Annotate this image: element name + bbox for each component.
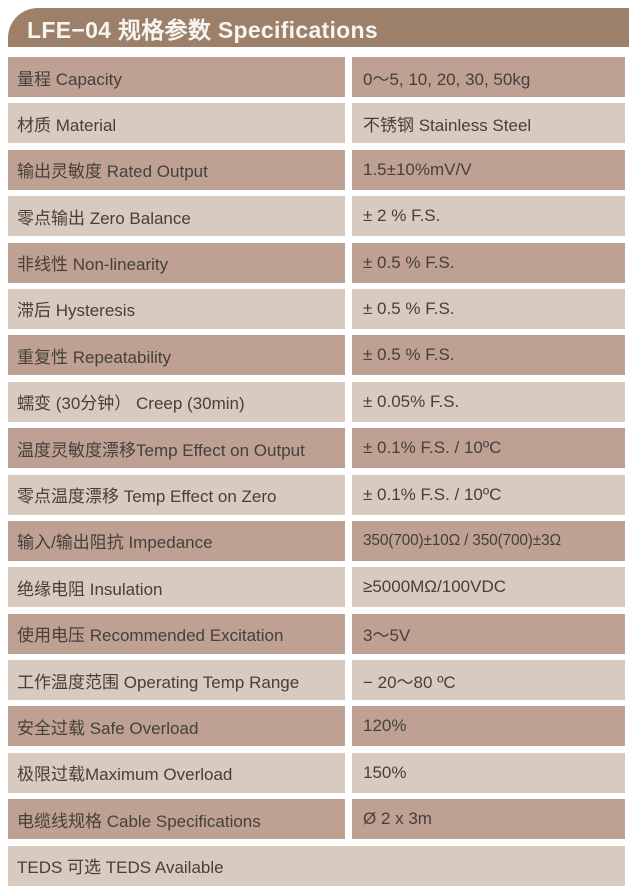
table-row-operating-temp: 工作温度范围 Operating Temp Range − 20～80 ºC (8, 660, 625, 701)
spec-header-bar: LFE−04 规格参数 Specifications (8, 8, 629, 47)
table-row-safe-overload: 安全过载 Safe Overload 120% (8, 706, 625, 747)
table-row-creep: 蠕变 (30分钟） Creep (30min) ± 0.05% F.S. (8, 381, 625, 422)
spec-value: ± 0.05% F.S. (352, 381, 625, 422)
spec-label: 滞后 Hysteresis (8, 288, 345, 329)
table-row-impedance: 输入/输出阻抗 Impedance 350(700)±10Ω / 350(700… (8, 520, 625, 561)
table-row-teds: TEDS 可选 TEDS Available (8, 845, 625, 886)
spec-label: 蠕变 (30分钟） Creep (30min) (8, 381, 345, 422)
spec-value: 0～5, 10, 20, 30, 50kg (352, 57, 625, 97)
table-row-repeatability: 重复性 Repeatability ± 0.5 % F.S. (8, 335, 625, 376)
table-row-temp-effect-output: 温度灵敏度漂移Temp Effect on Output ± 0.1% F.S.… (8, 428, 625, 469)
table-row-capacity: 量程 Capacity 0～5, 10, 20, 30, 50kg (8, 57, 625, 97)
spec-label: 量程 Capacity (8, 57, 345, 97)
spec-value: ± 0.5 % F.S. (352, 335, 625, 376)
table-row-hysteresis: 滞后 Hysteresis ± 0.5 % F.S. (8, 288, 625, 329)
page-title: LFE−04 规格参数 Specifications (27, 16, 378, 43)
spec-label: 非线性 Non-linearity (8, 242, 345, 283)
spec-value: ± 0.1% F.S. / 10ºC (352, 474, 625, 515)
spec-label: 温度灵敏度漂移Temp Effect on Output (8, 428, 345, 469)
table-row-insulation: 绝缘电阻 Insulation ≥5000MΩ/100VDC (8, 567, 625, 608)
spec-value: 350(700)±10Ω / 350(700)±3Ω (352, 520, 625, 561)
spec-value: 不锈钢 Stainless Steel (352, 103, 625, 144)
spec-value: 150% (352, 752, 625, 793)
spec-label: 重复性 Repeatability (8, 335, 345, 376)
table-row-cable-specifications: 电缆线规格 Cable Specifications Ø 2 x 3m (8, 799, 625, 840)
spec-label: 使用电压 Recommended Excitation (8, 613, 345, 654)
spec-value: − 20～80 ºC (352, 660, 625, 701)
spec-label: 工作温度范围 Operating Temp Range (8, 660, 345, 701)
spec-value: ± 0.5 % F.S. (352, 288, 625, 329)
table-row-excitation: 使用电压 Recommended Excitation 3～5V (8, 613, 625, 654)
table-row-material: 材质 Material 不锈钢 Stainless Steel (8, 103, 625, 144)
spec-value: Ø 2 x 3m (352, 799, 625, 840)
spec-value: ± 0.1% F.S. / 10ºC (352, 428, 625, 469)
table-row-rated-output: 输出灵敏度 Rated Output 1.5±10%mV/V (8, 149, 625, 190)
spec-value: 1.5±10%mV/V (352, 149, 625, 190)
spec-label: 输入/输出阻抗 Impedance (8, 520, 345, 561)
table-row-zero-balance: 零点输出 Zero Balance ± 2 % F.S. (8, 196, 625, 237)
spec-value: 120% (352, 706, 625, 747)
spec-label: 零点输出 Zero Balance (8, 196, 345, 237)
spec-value: ≥5000MΩ/100VDC (352, 567, 625, 608)
spec-value: ± 2 % F.S. (352, 196, 625, 237)
spec-table: 量程 Capacity 0～5, 10, 20, 30, 50kg 材质 Mat… (8, 57, 625, 886)
table-row-non-linearity: 非线性 Non-linearity ± 0.5 % F.S. (8, 242, 625, 283)
spec-value: ± 0.5 % F.S. (352, 242, 625, 283)
spec-label: 电缆线规格 Cable Specifications (8, 799, 345, 840)
table-row-temp-effect-zero: 零点温度漂移 Temp Effect on Zero ± 0.1% F.S. /… (8, 474, 625, 515)
spec-label: 零点温度漂移 Temp Effect on Zero (8, 474, 345, 515)
spec-label: 材质 Material (8, 103, 345, 144)
table-row-maximum-overload: 极限过载Maximum Overload 150% (8, 752, 625, 793)
spec-value: 3～5V (352, 613, 625, 654)
spec-label: 极限过载Maximum Overload (8, 752, 345, 793)
spec-label: 安全过载 Safe Overload (8, 706, 345, 747)
spec-label: 输出灵敏度 Rated Output (8, 149, 345, 190)
spec-label: TEDS 可选 TEDS Available (8, 845, 625, 886)
spec-label: 绝缘电阻 Insulation (8, 567, 345, 608)
